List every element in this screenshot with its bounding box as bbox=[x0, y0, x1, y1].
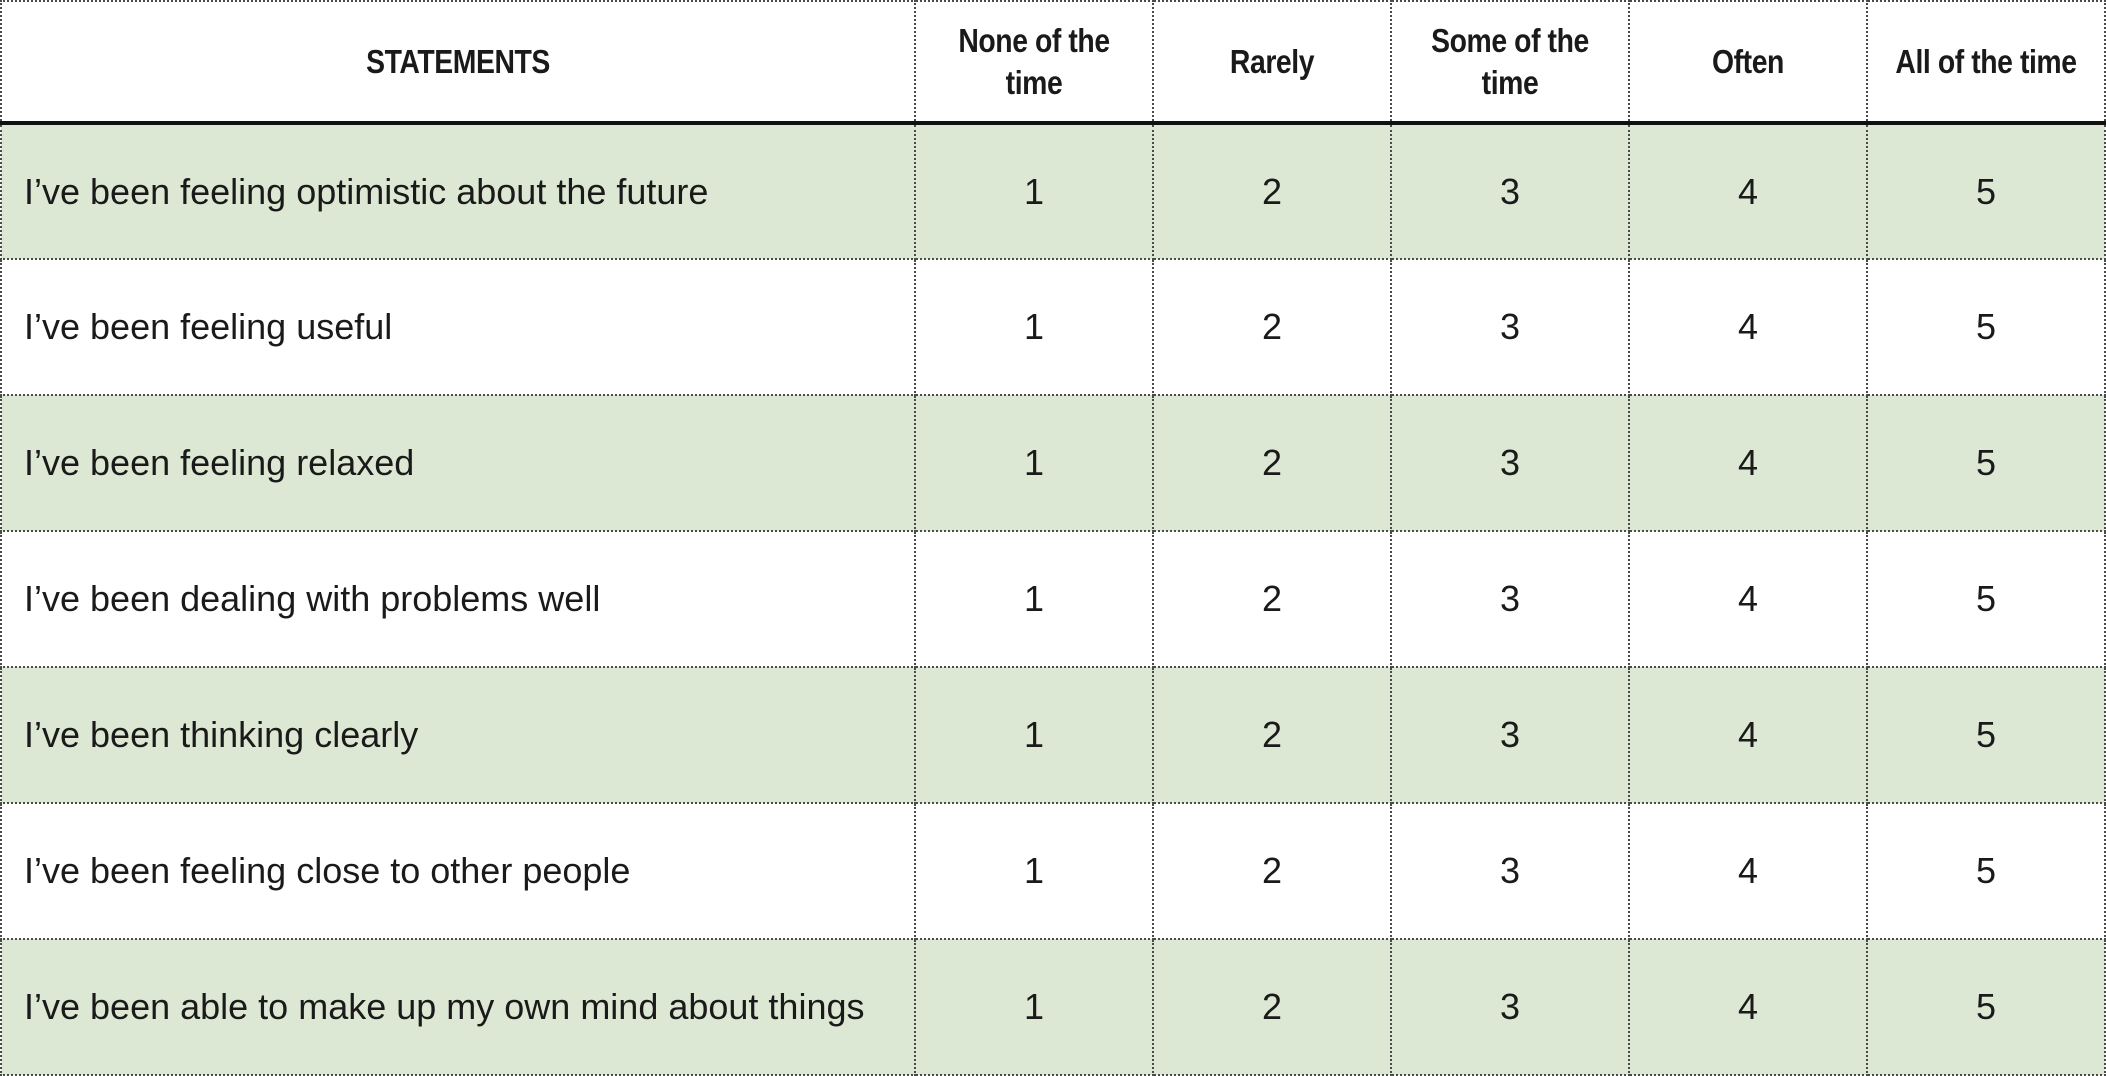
statement-cell: I’ve been feeling useful bbox=[0, 258, 916, 396]
table-row: I’ve been feeling useful 1 2 3 4 5 bbox=[0, 258, 2106, 396]
score-cell: 3 bbox=[1390, 938, 1630, 1076]
score-cell: 3 bbox=[1390, 394, 1630, 532]
score-cell: 4 bbox=[1628, 394, 1868, 532]
table-header-row: STATEMENTS None of the time Rarely Some … bbox=[1, 0, 2105, 125]
score-cell: 1 bbox=[914, 666, 1154, 804]
score-cell: 3 bbox=[1390, 122, 1630, 260]
table-row: I’ve been feeling optimistic about the f… bbox=[0, 122, 2106, 260]
score-cell: 2 bbox=[1152, 258, 1392, 396]
header-all-of-the-time: All of the time bbox=[1882, 0, 2090, 125]
score-cell: 3 bbox=[1390, 802, 1630, 940]
score-cell: 4 bbox=[1628, 666, 1868, 804]
score-cell: 4 bbox=[1628, 802, 1868, 940]
statement-cell: I’ve been able to make up my own mind ab… bbox=[0, 938, 916, 1076]
score-cell: 2 bbox=[1152, 122, 1392, 260]
score-cell: 3 bbox=[1390, 666, 1630, 804]
score-cell: 3 bbox=[1390, 530, 1630, 668]
score-cell: 2 bbox=[1152, 530, 1392, 668]
score-cell: 1 bbox=[914, 802, 1154, 940]
score-cell: 5 bbox=[1866, 122, 2106, 260]
statement-cell: I’ve been thinking clearly bbox=[0, 666, 916, 804]
table-row: I’ve been feeling close to other people … bbox=[0, 802, 2106, 940]
score-cell: 4 bbox=[1628, 530, 1868, 668]
score-cell: 1 bbox=[914, 258, 1154, 396]
score-cell: 2 bbox=[1152, 802, 1392, 940]
header-rarely: Rarely bbox=[1168, 0, 1376, 125]
statement-cell: I’ve been feeling relaxed bbox=[0, 394, 916, 532]
score-cell: 5 bbox=[1866, 802, 2106, 940]
table-row: I’ve been feeling relaxed 1 2 3 4 5 bbox=[0, 394, 2106, 532]
table-row: I’ve been thinking clearly 1 2 3 4 5 bbox=[0, 666, 2106, 804]
score-cell: 2 bbox=[1152, 666, 1392, 804]
score-cell: 2 bbox=[1152, 938, 1392, 1076]
header-often: Often bbox=[1644, 0, 1852, 125]
table-row: I’ve been able to make up my own mind ab… bbox=[0, 938, 2106, 1076]
score-cell: 4 bbox=[1628, 122, 1868, 260]
score-cell: 5 bbox=[1866, 530, 2106, 668]
score-cell: 1 bbox=[914, 122, 1154, 260]
header-some-of-the-time: Some of the time bbox=[1406, 0, 1614, 125]
score-cell: 5 bbox=[1866, 258, 2106, 396]
statement-cell: I’ve been feeling close to other people bbox=[0, 802, 916, 940]
score-cell: 5 bbox=[1866, 938, 2106, 1076]
score-cell: 5 bbox=[1866, 666, 2106, 804]
header-none-of-the-time: None of the time bbox=[930, 0, 1138, 125]
score-cell: 3 bbox=[1390, 258, 1630, 396]
statement-cell: I’ve been feeling optimistic about the f… bbox=[0, 122, 916, 260]
score-cell: 1 bbox=[914, 530, 1154, 668]
score-cell: 4 bbox=[1628, 258, 1868, 396]
table-row: I’ve been dealing with problems well 1 2… bbox=[0, 530, 2106, 668]
header-statements: STATEMENTS bbox=[64, 0, 852, 125]
score-cell: 4 bbox=[1628, 938, 1868, 1076]
score-cell: 2 bbox=[1152, 394, 1392, 532]
statement-cell: I’ve been dealing with problems well bbox=[0, 530, 916, 668]
score-cell: 1 bbox=[914, 938, 1154, 1076]
score-cell: 1 bbox=[914, 394, 1154, 532]
score-cell: 5 bbox=[1866, 394, 2106, 532]
